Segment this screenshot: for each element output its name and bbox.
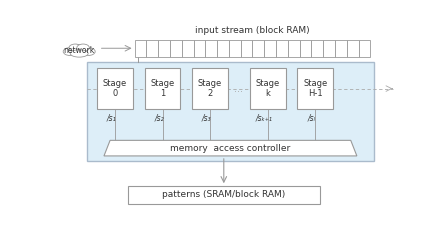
Text: input stream (block RAM): input stream (block RAM) [195,26,310,35]
Bar [229,40,241,57]
Bar [241,40,252,57]
Text: Stage
k: Stage k [256,79,280,98]
Bar [288,40,300,57]
Bar [146,40,158,57]
Bar [359,40,371,57]
Bar [205,40,217,57]
Bar [300,40,311,57]
Text: /sₖ₊₁: /sₖ₊₁ [256,114,273,123]
Text: patterns (SRAM/block RAM): patterns (SRAM/block RAM) [162,190,285,199]
Text: ...: ... [234,84,244,94]
Bar [264,40,276,57]
Bar [323,40,335,57]
Text: Stage
1: Stage 1 [150,79,175,98]
Bar [276,40,288,57]
Bar [145,68,180,109]
Text: /s₁: /s₁ [107,114,117,123]
Ellipse shape [70,50,88,57]
Text: memory  access controller: memory access controller [170,144,290,153]
Bar [217,40,229,57]
Bar [170,40,182,57]
Ellipse shape [77,44,89,51]
Bar [347,40,359,57]
Text: Stage
0: Stage 0 [103,79,127,98]
Bar [192,68,228,109]
Bar [97,68,133,109]
Bar [134,40,146,57]
Ellipse shape [63,48,78,56]
Bar [311,40,323,57]
Bar [335,40,347,57]
Ellipse shape [80,48,95,56]
Bar [87,62,374,161]
Bar [250,68,286,109]
Text: Stage
H-1: Stage H-1 [303,79,327,98]
Text: /s₂: /s₂ [154,114,164,123]
Bar [252,40,264,57]
Bar [128,186,319,203]
Bar [194,40,205,57]
Ellipse shape [69,45,89,56]
Text: /sₗ: /sₗ [308,114,316,123]
Polygon shape [104,140,357,156]
Text: network: network [64,45,95,55]
Text: /s₃: /s₃ [202,114,212,123]
Bar [158,40,170,57]
Text: Stage
2: Stage 2 [198,79,222,98]
Bar [182,40,194,57]
Bar [297,68,333,109]
Ellipse shape [69,44,81,51]
